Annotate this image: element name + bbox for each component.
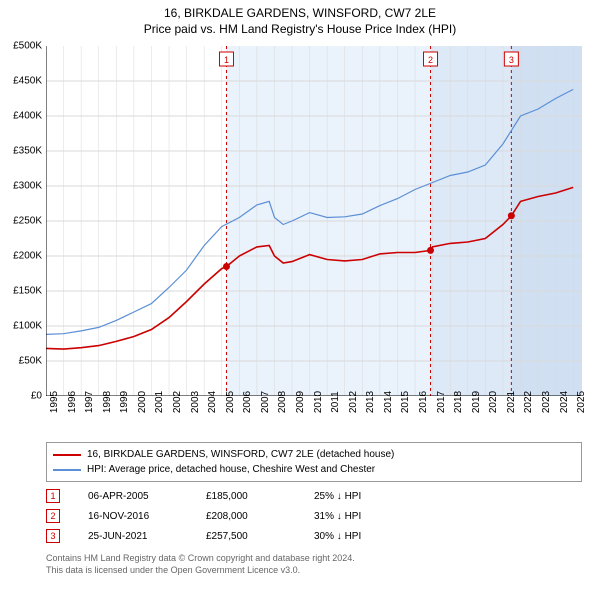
x-tick-label: 2017 xyxy=(436,391,447,413)
y-axis-labels: £0£50K£100K£150K£200K£250K£300K£350K£400… xyxy=(0,46,44,396)
x-axis-labels: 1995199619971998199920002001200220032004… xyxy=(46,398,582,438)
marker-number-box: 2 xyxy=(46,509,60,523)
x-tick-label: 2025 xyxy=(576,391,587,413)
x-tick-label: 2002 xyxy=(172,391,183,413)
chart-titles: 16, BIRKDALE GARDENS, WINSFORD, CW7 2LE … xyxy=(0,0,600,36)
chart-plot-area: 1 2 3 xyxy=(46,46,582,396)
chart-footnote: Contains HM Land Registry data © Crown c… xyxy=(46,552,582,576)
marker-price: £208,000 xyxy=(206,511,286,522)
x-tick-label: 2001 xyxy=(154,391,165,413)
legend-swatch xyxy=(53,454,81,456)
y-tick-label: £350K xyxy=(0,146,42,157)
x-tick-label: 2016 xyxy=(418,391,429,413)
marker-date: 16-NOV-2016 xyxy=(88,511,178,522)
x-tick-label: 1998 xyxy=(102,391,113,413)
x-tick-label: 2000 xyxy=(137,391,148,413)
x-tick-label: 2020 xyxy=(488,391,499,413)
x-tick-label: 2005 xyxy=(225,391,236,413)
x-tick-label: 2024 xyxy=(559,391,570,413)
x-tick-label: 2007 xyxy=(260,391,271,413)
x-tick-label: 2009 xyxy=(295,391,306,413)
y-tick-label: £500K xyxy=(0,41,42,52)
x-tick-label: 2011 xyxy=(330,391,341,413)
x-tick-label: 2015 xyxy=(400,391,411,413)
x-tick-label: 2004 xyxy=(207,391,218,413)
legend-label: 16, BIRKDALE GARDENS, WINSFORD, CW7 2LE … xyxy=(87,447,394,462)
x-tick-label: 2022 xyxy=(523,391,534,413)
x-tick-label: 2008 xyxy=(277,391,288,413)
y-tick-label: £0 xyxy=(0,391,42,402)
x-tick-label: 1996 xyxy=(67,391,78,413)
y-tick-label: £400K xyxy=(0,111,42,122)
x-tick-label: 2014 xyxy=(383,391,394,413)
y-tick-label: £250K xyxy=(0,216,42,227)
legend-label: HPI: Average price, detached house, Ches… xyxy=(87,462,375,477)
legend-item: HPI: Average price, detached house, Ches… xyxy=(53,462,575,477)
x-tick-label: 2012 xyxy=(348,391,359,413)
marker-price: £185,000 xyxy=(206,491,286,502)
marker-row: 1 06-APR-2005 £185,000 25% ↓ HPI xyxy=(46,486,582,506)
chart-title: 16, BIRKDALE GARDENS, WINSFORD, CW7 2LE xyxy=(0,6,600,20)
marker-date: 06-APR-2005 xyxy=(88,491,178,502)
y-tick-label: £150K xyxy=(0,286,42,297)
marker-row: 2 16-NOV-2016 £208,000 31% ↓ HPI xyxy=(46,506,582,526)
x-tick-label: 2023 xyxy=(541,391,552,413)
svg-text:1: 1 xyxy=(224,55,229,65)
y-tick-label: £300K xyxy=(0,181,42,192)
x-tick-label: 1997 xyxy=(84,391,95,413)
x-tick-label: 2010 xyxy=(313,391,324,413)
chart-legend: 16, BIRKDALE GARDENS, WINSFORD, CW7 2LE … xyxy=(46,442,582,482)
x-tick-label: 1995 xyxy=(49,391,60,413)
x-tick-label: 2013 xyxy=(365,391,376,413)
footnote-line-2: This data is licensed under the Open Gov… xyxy=(46,564,582,576)
legend-item: 16, BIRKDALE GARDENS, WINSFORD, CW7 2LE … xyxy=(53,447,575,462)
x-tick-label: 2019 xyxy=(471,391,482,413)
marker-price: £257,500 xyxy=(206,531,286,542)
markers-table: 1 06-APR-2005 £185,000 25% ↓ HPI 2 16-NOV-201… xyxy=(46,486,582,546)
x-tick-label: 2006 xyxy=(242,391,253,413)
y-tick-label: £100K xyxy=(0,321,42,332)
chart-svg: 1 2 3 xyxy=(46,46,582,396)
x-tick-label: 2021 xyxy=(506,391,517,413)
marker-number-box: 1 xyxy=(46,489,60,503)
y-tick-label: £200K xyxy=(0,251,42,262)
chart-subtitle: Price paid vs. HM Land Registry's House … xyxy=(0,22,600,36)
x-tick-label: 2018 xyxy=(453,391,464,413)
marker-pct: 25% ↓ HPI xyxy=(314,491,404,502)
marker-row: 3 25-JUN-2021 £257,500 30% ↓ HPI xyxy=(46,526,582,546)
x-tick-label: 1999 xyxy=(119,391,130,413)
y-tick-label: £450K xyxy=(0,76,42,87)
legend-swatch xyxy=(53,469,81,471)
marker-date: 25-JUN-2021 xyxy=(88,531,178,542)
svg-text:3: 3 xyxy=(509,55,514,65)
y-tick-label: £50K xyxy=(0,356,42,367)
marker-pct: 31% ↓ HPI xyxy=(314,511,404,522)
chart-container: { "title_line1": "16, BIRKDALE GARDENS, … xyxy=(0,0,600,590)
footnote-line-1: Contains HM Land Registry data © Crown c… xyxy=(46,552,582,564)
marker-number-box: 3 xyxy=(46,529,60,543)
marker-pct: 30% ↓ HPI xyxy=(314,531,404,542)
x-tick-label: 2003 xyxy=(190,391,201,413)
svg-text:2: 2 xyxy=(428,55,433,65)
